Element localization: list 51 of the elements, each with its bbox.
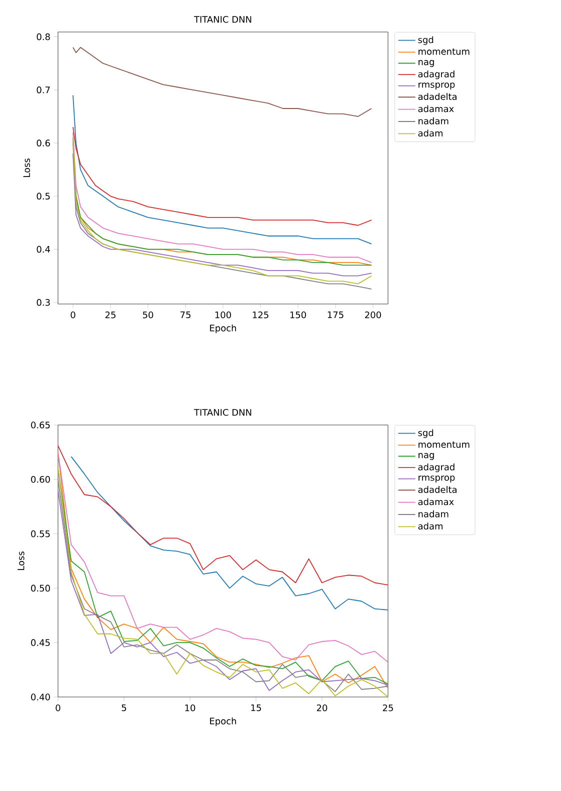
legend-label: momentum <box>418 441 470 448</box>
x-tick-label: 20 <box>316 704 328 712</box>
legend-label: adagrad <box>418 70 454 80</box>
x-tick-label: 200 <box>365 311 381 318</box>
legend-label: nag <box>418 60 434 67</box>
x-tick-label: 175 <box>328 311 344 318</box>
x-tick-label: 10 <box>185 704 196 712</box>
y-tick-label: 0.7 <box>36 86 50 94</box>
legend-label: adamax <box>418 498 454 506</box>
x-axis-title: Epoch <box>210 324 236 334</box>
x-axis-title: Epoch <box>210 717 236 726</box>
y-tick-label: 0.3 <box>36 298 50 306</box>
legend-label: nadam <box>418 510 448 518</box>
x-tick-label: 125 <box>252 311 268 318</box>
legend-label: adam <box>418 522 443 530</box>
x-tick-label: 25 <box>105 311 116 318</box>
y-tick-label: 0.8 <box>36 33 50 40</box>
legend-label: adadelta <box>418 486 456 493</box>
legend-label: adamax <box>418 105 454 112</box>
y-tick-label: 0.4 <box>36 246 50 253</box>
legend-label: nag <box>418 453 434 460</box>
legend-label: adam <box>418 130 443 137</box>
x-tick-label: 0 <box>70 311 76 318</box>
x-tick-label: 25 <box>382 704 393 712</box>
y-tick-label: 0.45 <box>31 639 50 646</box>
x-tick-label: 5 <box>122 704 126 712</box>
y-tick-label: 0.55 <box>31 530 50 538</box>
y-axis-title: Loss <box>23 158 30 177</box>
x-tick-label: 75 <box>180 311 190 318</box>
y-tick-label: 0.50 <box>31 584 50 592</box>
legend-label: adadelta <box>418 93 457 100</box>
x-tick-label: 15 <box>251 704 261 712</box>
legend-label: rmsprop <box>418 476 455 483</box>
legend-label: nadam <box>418 117 448 124</box>
x-tick-label: 100 <box>215 311 231 318</box>
y-tick-label: 0.5 <box>36 192 50 200</box>
legend-label: rmsprop <box>418 82 455 90</box>
legend-label: sgd <box>418 429 434 438</box>
legend-label: sgd <box>418 36 434 45</box>
y-tick-label: 0.40 <box>31 694 50 700</box>
chart-title: TITANIC DNN <box>194 408 252 416</box>
y-tick-label: 0.60 <box>31 476 50 483</box>
x-tick-label: 0 <box>56 704 60 712</box>
x-tick-label: 50 <box>142 311 154 318</box>
y-tick-label: 0.6 <box>36 140 50 146</box>
y-axis-title: Loss <box>18 552 24 570</box>
chart-title: TITANIC DNN <box>194 16 252 23</box>
x-tick-label: 150 <box>290 311 306 318</box>
legend-label: momentum <box>418 48 470 55</box>
legend-label: adagrad <box>418 463 454 472</box>
y-tick-label: 0.65 <box>31 422 50 428</box>
